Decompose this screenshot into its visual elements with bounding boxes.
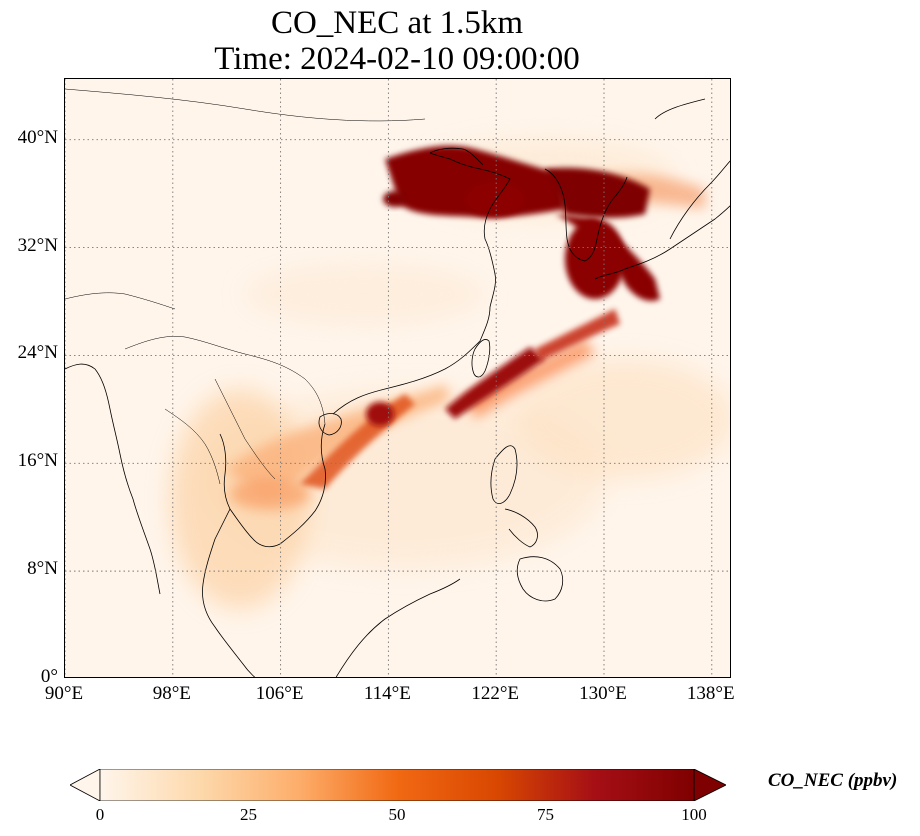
plume-bohai-core [383, 191, 407, 207]
graticule [65, 79, 730, 677]
plume-band-taiwan-east [465, 339, 595, 419]
coastline-china-east [332, 152, 511, 415]
plume-yellow-sea-core [465, 181, 525, 217]
longitude-tick-label: 130°E [579, 683, 627, 704]
plume-japan-sea-core [555, 214, 660, 301]
border-china-south [124, 336, 326, 425]
plume-taiwan-south-core [445, 347, 545, 419]
plume-ryukyu-band [535, 309, 620, 361]
plume-korea-core [545, 167, 650, 218]
map-canvas [65, 79, 730, 677]
coastline-taiwan [471, 339, 491, 378]
colorbar-tick-label: 100 [681, 805, 707, 824]
plume-cambodia [230, 478, 310, 510]
coastline-japan-honshu-north [669, 160, 730, 240]
colorbar-gradient [100, 769, 694, 801]
longitude-tick-label: 90°E [44, 683, 84, 704]
colorbar-tick-label: 75 [537, 805, 554, 824]
longitude-tick-label: 114°E [363, 683, 411, 704]
longitude-tick-label: 138°E [686, 683, 735, 704]
colorbar-tick-label: 0 [95, 805, 105, 824]
coastline-borneo [335, 578, 461, 677]
latitude-tick-label: 32°N [17, 234, 58, 256]
map-title-line-1: CO_NEC at 1.5km [270, 5, 524, 41]
colorbar [70, 769, 726, 801]
colorbar-extend-right [693, 769, 726, 801]
plume-faint-pacific [515, 359, 730, 479]
border-laos-vietnam [214, 378, 276, 480]
plume-faint-mainland [245, 264, 485, 324]
plume-hainan-east [366, 402, 394, 426]
coastline-bohai [429, 147, 484, 166]
coastline-korea [544, 168, 628, 262]
coastline-mindanao [516, 556, 564, 602]
coastline-myanmar [65, 363, 161, 595]
map-title-line-2: Time: 2024-02-10 09:00:00 [214, 41, 580, 77]
coastline-luzon [490, 445, 518, 504]
latitude-tick-label: 40°N [17, 126, 58, 148]
latitude-tick-label: 0° [40, 666, 58, 687]
latitude-tick-label: 8°N [27, 558, 58, 580]
colorbar-title: CO_NEC (ppbv) [768, 770, 898, 791]
coastline-visayas [504, 508, 538, 548]
border-thailand [164, 408, 221, 485]
coastline-japan-kyushu-honshu [594, 205, 730, 280]
latitude-tick-label: 16°N [17, 450, 58, 472]
border-myanmar-china [65, 292, 176, 310]
colorbar-outline [99, 769, 695, 801]
map-panel [64, 78, 731, 678]
coastline-hokkaido [654, 98, 706, 120]
longitude-tick-label: 106°E [255, 683, 304, 704]
colorbar-tick-label: 25 [240, 805, 257, 824]
plume-south-korea-core [565, 219, 625, 299]
latitude-tick-label: 24°N [17, 342, 58, 364]
coastline-and-borders [65, 88, 730, 677]
colorbar-tick-label: 50 [388, 805, 406, 824]
coastline-gulf-of-thailand [219, 433, 231, 510]
longitude-tick-label: 122°E [471, 683, 520, 704]
longitude-tick-label: 98°E [152, 683, 191, 704]
border-mongolia [65, 88, 426, 122]
coastline-hainan [318, 413, 342, 436]
colorbar-extend-left [70, 769, 101, 801]
